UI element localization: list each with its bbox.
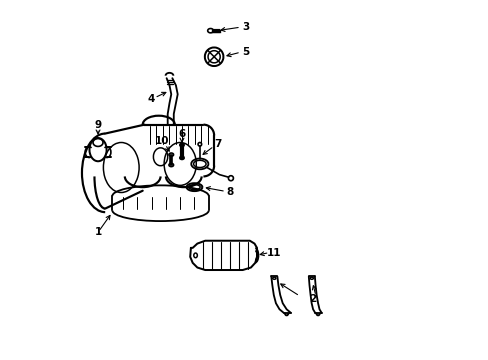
Text: 9: 9: [94, 120, 102, 130]
Text: 10: 10: [154, 136, 168, 146]
Text: 4: 4: [147, 94, 154, 104]
Text: 7: 7: [214, 139, 221, 149]
Text: 6: 6: [178, 129, 185, 139]
Text: 11: 11: [266, 248, 281, 257]
Text: 8: 8: [226, 187, 233, 197]
Text: 1: 1: [94, 227, 102, 237]
Text: 2: 2: [308, 294, 315, 303]
Text: 3: 3: [242, 22, 249, 32]
Text: 5: 5: [242, 47, 249, 57]
